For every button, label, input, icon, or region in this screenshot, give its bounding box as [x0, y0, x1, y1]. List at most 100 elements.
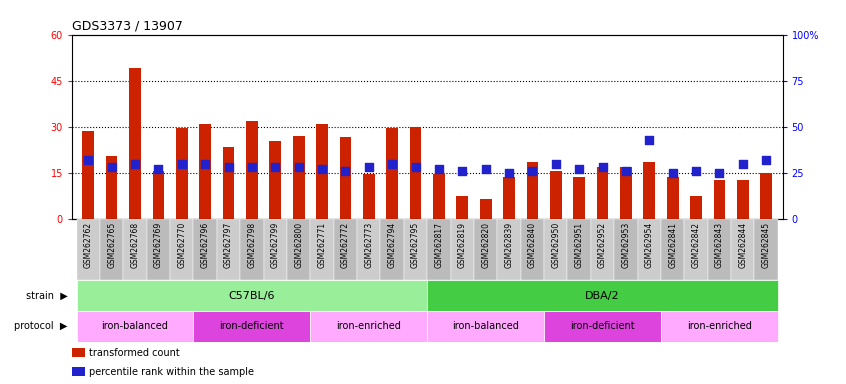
Text: transformed count: transformed count [89, 348, 179, 358]
Bar [667, 177, 678, 219]
Bar [638, 219, 661, 280]
Point [596, 164, 609, 170]
Text: GSM262839: GSM262839 [504, 222, 514, 268]
Bar [474, 219, 497, 280]
Bar [152, 171, 164, 219]
Text: GSM262817: GSM262817 [434, 222, 443, 268]
Text: iron-deficient: iron-deficient [220, 321, 284, 331]
Bar [451, 219, 474, 280]
Point [573, 166, 586, 172]
Point [503, 170, 516, 176]
Bar [124, 219, 146, 280]
Bar [146, 219, 170, 280]
Point [175, 161, 189, 167]
Bar [129, 68, 141, 219]
Bar [731, 219, 755, 280]
Bar [339, 137, 351, 219]
Bar [106, 156, 118, 219]
Text: GSM262797: GSM262797 [224, 222, 233, 268]
Point [386, 161, 399, 167]
Point [292, 164, 305, 170]
Text: GSM262769: GSM262769 [154, 222, 163, 268]
Text: GSM262772: GSM262772 [341, 222, 350, 268]
Point [455, 168, 469, 174]
Point [222, 164, 235, 170]
Bar [596, 167, 608, 219]
Bar [544, 219, 568, 280]
Point [689, 168, 703, 174]
Text: GSM262800: GSM262800 [294, 222, 303, 268]
Bar [100, 219, 124, 280]
Text: GSM262799: GSM262799 [271, 222, 280, 268]
Point [479, 166, 492, 172]
Text: iron-deficient: iron-deficient [570, 321, 634, 331]
Bar [761, 173, 772, 219]
Bar [427, 280, 777, 311]
Bar [526, 162, 538, 219]
Bar [77, 311, 194, 342]
Bar [409, 127, 421, 219]
Text: GSM262953: GSM262953 [622, 222, 630, 268]
Point [549, 161, 563, 167]
Bar [293, 136, 305, 219]
Bar [427, 311, 544, 342]
Text: DBA/2: DBA/2 [585, 291, 620, 301]
Bar [194, 311, 310, 342]
Bar [457, 196, 468, 219]
Point [712, 170, 726, 176]
Bar [620, 167, 632, 219]
Text: GSM262765: GSM262765 [107, 222, 116, 268]
Point [105, 164, 118, 170]
Text: iron-enriched: iron-enriched [337, 321, 401, 331]
Bar [497, 219, 521, 280]
Bar [690, 196, 702, 219]
Bar [480, 199, 492, 219]
Point [268, 164, 282, 170]
Point [736, 161, 750, 167]
Point [129, 161, 142, 167]
Text: GSM262952: GSM262952 [598, 222, 607, 268]
Bar [503, 177, 515, 219]
Text: GSM262819: GSM262819 [458, 222, 467, 268]
Text: percentile rank within the sample: percentile rank within the sample [89, 367, 254, 377]
Point [666, 170, 679, 176]
Bar [363, 174, 375, 219]
Bar [170, 219, 194, 280]
Bar [246, 121, 258, 219]
Bar [357, 219, 381, 280]
Point [81, 157, 95, 163]
Bar [591, 219, 614, 280]
Bar [77, 219, 100, 280]
Bar [194, 219, 217, 280]
Bar [661, 219, 684, 280]
Point [151, 166, 165, 172]
Bar [713, 180, 725, 219]
Point [362, 164, 376, 170]
Bar [544, 311, 661, 342]
Text: GSM262794: GSM262794 [387, 222, 397, 268]
Text: GSM262843: GSM262843 [715, 222, 724, 268]
Bar [316, 124, 328, 219]
Text: GSM262840: GSM262840 [528, 222, 537, 268]
Text: GSM262762: GSM262762 [84, 222, 93, 268]
Text: strain  ▶: strain ▶ [26, 291, 68, 301]
Text: iron-balanced: iron-balanced [102, 321, 168, 331]
Point [619, 168, 633, 174]
Text: GSM262770: GSM262770 [178, 222, 186, 268]
Point [760, 157, 773, 163]
Bar [82, 131, 94, 219]
Bar [755, 219, 777, 280]
Bar [287, 219, 310, 280]
Bar [310, 311, 427, 342]
Text: GSM262768: GSM262768 [130, 222, 140, 268]
Text: iron-balanced: iron-balanced [453, 321, 519, 331]
Text: GSM262820: GSM262820 [481, 222, 490, 268]
Text: GSM262798: GSM262798 [247, 222, 256, 268]
Text: GSM262841: GSM262841 [668, 222, 677, 268]
Text: GSM262796: GSM262796 [201, 222, 210, 268]
Bar [217, 219, 240, 280]
Bar [387, 128, 398, 219]
Bar [433, 174, 445, 219]
Bar [269, 141, 281, 219]
Bar [381, 219, 404, 280]
